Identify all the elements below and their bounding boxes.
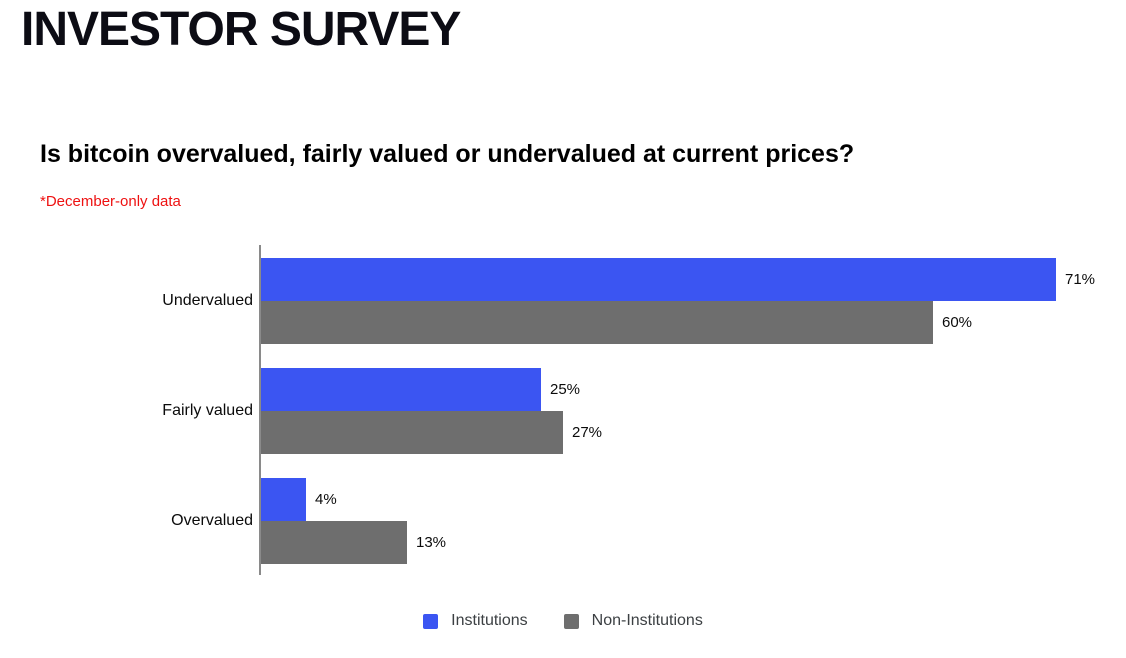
legend-label: Non-Institutions (591, 612, 703, 629)
legend-label: Institutions (451, 612, 528, 629)
bar-non-institutions (261, 301, 933, 344)
legend-swatch-institutions (423, 613, 439, 629)
footnote: *December-only data (40, 193, 181, 210)
bar-non-institutions (261, 521, 407, 564)
bar-non-institutions (261, 411, 563, 454)
y-axis-line (259, 245, 261, 575)
legend-swatch-non-institutions (563, 613, 579, 629)
bar-row: 13% (261, 521, 1121, 564)
bar-row: 4% (261, 478, 1121, 521)
category-label: Overvalued (171, 512, 253, 529)
value-label: 13% (416, 534, 447, 551)
page-title: INVESTOR SURVEY (21, 3, 461, 56)
bar-chart: Undervalued 71% 60% Fairly valued 25% 27% Over… (162, 245, 1121, 575)
legend-item: Institutions (423, 612, 528, 630)
bar-group: Undervalued 71% 60% (162, 258, 1121, 344)
bar-group: Overvalued 4% 13% (171, 478, 1121, 564)
bar-row: 60% (261, 301, 1121, 344)
value-label: 25% (550, 381, 581, 398)
bar-groups: Undervalued 71% 60% Fairly valued 25% 27% Over… (162, 245, 1121, 564)
legend-item: Non-Institutions (563, 612, 703, 630)
value-label: 27% (572, 424, 603, 441)
bar-row: 27% (261, 411, 1121, 454)
value-label: 4% (315, 491, 337, 508)
value-label: 71% (1065, 271, 1096, 288)
legend: Institutions Non-Institutions (0, 609, 1126, 633)
bar-institutions (261, 258, 1056, 301)
category-label: Undervalued (162, 292, 253, 309)
bar-institutions (261, 368, 541, 411)
chart-title: Is bitcoin overvalued, fairly valued or … (40, 140, 855, 168)
bar-row: 25% (261, 368, 1121, 411)
category-label: Fairly valued (162, 402, 253, 419)
bar-institutions (261, 478, 306, 521)
bar-row: 71% (261, 258, 1121, 301)
value-label: 60% (942, 314, 973, 331)
bar-group: Fairly valued 25% 27% (162, 368, 1121, 454)
